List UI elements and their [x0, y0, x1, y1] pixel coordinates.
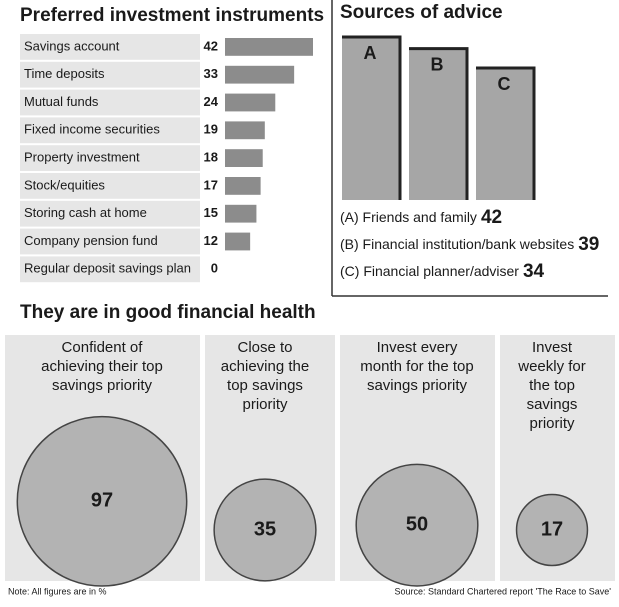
bar-edge	[476, 66, 536, 200]
value-label: 15	[204, 205, 218, 220]
row-background	[20, 200, 200, 227]
bar-edge	[342, 35, 402, 200]
category-label: Invest every	[377, 339, 458, 356]
note: Note: All figures are in %	[8, 586, 107, 596]
row-background	[20, 173, 200, 199]
row-background	[20, 117, 200, 144]
category-label: Mutual funds	[24, 94, 99, 109]
value-label: 17	[204, 177, 218, 192]
source: Source: Standard Chartered report 'The R…	[394, 586, 611, 596]
category-label: top savings	[227, 377, 303, 394]
category-label: Stock/equities	[24, 177, 105, 192]
category-label: Company pension fund	[24, 233, 158, 248]
category-label: Savings account	[24, 38, 120, 53]
bar	[225, 204, 257, 223]
category-label: priority	[242, 396, 288, 413]
bar	[225, 149, 263, 167]
value-label: 17	[541, 518, 563, 540]
bar	[225, 38, 313, 56]
category-label: Fixed income securities	[24, 122, 160, 137]
category-label: Regular deposit savings plan	[24, 261, 191, 276]
category-label: Property investment	[24, 150, 140, 165]
value-label: 19	[204, 122, 218, 137]
value-label: 34	[523, 261, 545, 282]
bar	[225, 232, 251, 251]
bar	[409, 48, 467, 201]
bar-edge	[409, 47, 469, 200]
category-label: achieving their top	[41, 358, 163, 375]
legend-entry: (B) Financial institution/bank websites 3…	[340, 234, 599, 255]
bar	[342, 37, 400, 200]
bar-label: C	[498, 74, 511, 94]
bar	[476, 68, 534, 200]
category-label: (B) Financial institution/bank websites	[340, 236, 574, 252]
category-label: month for the top	[360, 358, 473, 375]
category-label: Close to	[237, 339, 292, 356]
row-background	[20, 89, 200, 116]
category-label: achieving the	[221, 358, 309, 375]
bubble	[213, 478, 317, 582]
category-label: (C) Financial planner/adviser	[340, 263, 519, 279]
row-background	[20, 34, 200, 60]
chart-title: Sources of advice	[340, 2, 503, 23]
value-label: 12	[204, 233, 218, 248]
bar	[225, 93, 276, 112]
category-label: priority	[529, 415, 575, 432]
category-label: Storing cash at home	[24, 205, 147, 220]
category-label: Confident of	[62, 339, 144, 356]
category-label: savings	[527, 396, 578, 413]
value-label: 0	[211, 261, 218, 276]
bubble	[355, 463, 479, 587]
category-label: savings priority	[52, 377, 153, 394]
value-label: 18	[204, 150, 218, 165]
row-background	[20, 256, 200, 283]
row-background	[20, 145, 200, 171]
legend-entry: (C) Financial planner/adviser 34	[340, 261, 545, 282]
category-label: the top	[529, 377, 575, 394]
bar	[225, 65, 295, 84]
value-label: 33	[204, 66, 218, 81]
category-label: savings priority	[367, 377, 468, 394]
category-label: Time deposits	[24, 66, 105, 81]
value-label: 42	[481, 207, 502, 228]
value-label: 97	[91, 490, 113, 512]
bar-label: A	[364, 43, 377, 63]
category-label: (A) Friends and family	[340, 209, 477, 225]
bar-label: B	[431, 54, 444, 74]
category-label: weekly for	[517, 358, 586, 375]
bubble	[16, 415, 188, 587]
row-background	[20, 61, 200, 88]
value-label: 24	[204, 94, 219, 109]
bar	[225, 177, 261, 195]
bar	[225, 121, 265, 140]
value-label: 50	[406, 513, 428, 535]
category-label: Invest	[532, 339, 573, 356]
value-label: 39	[578, 234, 599, 255]
value-label: 35	[254, 518, 276, 540]
legend-entry: (A) Friends and family 42	[340, 207, 502, 228]
chart-title: Preferred investment instruments	[20, 5, 324, 26]
bubble	[515, 493, 589, 567]
chart-title: They are in good financial health	[20, 302, 316, 323]
value-label: 42	[204, 38, 218, 53]
row-background	[20, 228, 200, 255]
